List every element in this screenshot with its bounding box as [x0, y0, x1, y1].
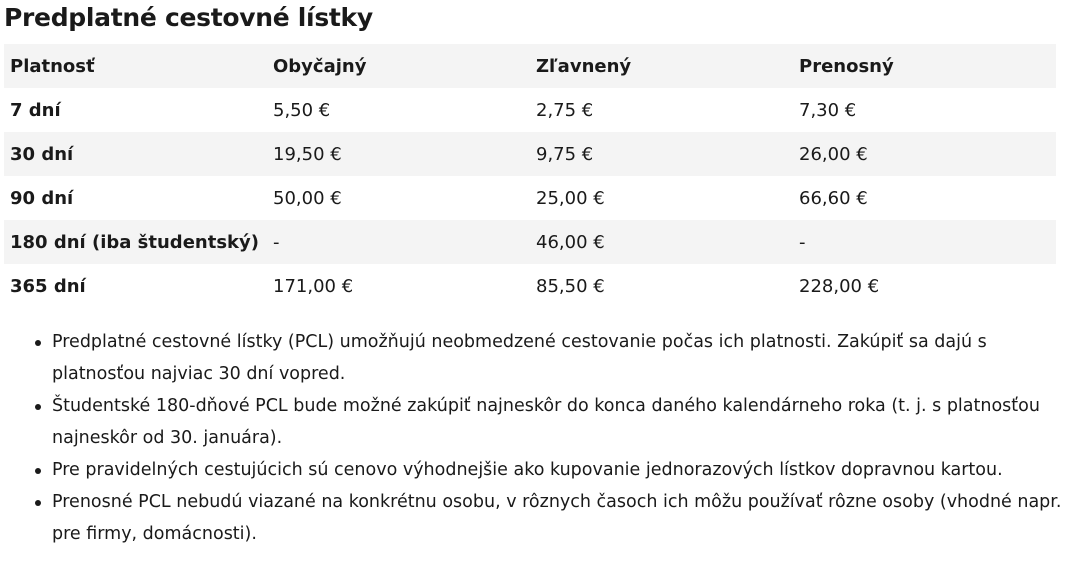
- table-cell: 365 dní: [10, 275, 86, 297]
- table-cell: 7,30 €: [799, 99, 857, 121]
- table-cell: -: [799, 231, 806, 253]
- table-cell: 66,60 €: [799, 187, 868, 209]
- table-row: 180 dní (iba študentský) -46,00 € -: [4, 220, 1056, 264]
- price-table: Platnosť Obyčajný Zľavnený Prenosný 7 dn…: [4, 44, 1056, 308]
- table-cell: 30 dní: [10, 143, 74, 165]
- table-cell: 228,00 €: [799, 275, 880, 297]
- notes-list: Predplatné cestovné lístky (PCL) umožňuj…: [22, 326, 1080, 550]
- table-row: 365 dní 171,00 € 85,50 € 228,00 €: [4, 264, 1056, 308]
- table-cell: 19,50 €: [273, 143, 342, 165]
- table-row: 7 dní 5,50 € 2,75 € 7,30 €: [4, 88, 1056, 132]
- table-cell: 26,00 €: [799, 143, 868, 165]
- header-cell: Zľavnený: [536, 55, 632, 77]
- table-cell: 46,00 €: [536, 231, 605, 253]
- header-cell: Prenosný: [799, 55, 894, 77]
- table-cell: 171,00 €: [273, 275, 354, 297]
- table-cell: 5,50 €: [273, 99, 331, 121]
- table-cell: 90 dní: [10, 187, 74, 209]
- table-cell: -: [273, 231, 280, 253]
- table-cell: 85,50 €: [536, 275, 605, 297]
- list-item: Predplatné cestovné lístky (PCL) umožňuj…: [35, 326, 1080, 390]
- header-cell: Platnosť: [10, 55, 95, 77]
- page-title: Predplatné cestovné lístky: [4, 3, 373, 32]
- table-cell: 2,75 €: [536, 99, 594, 121]
- table-cell: 50,00 €: [273, 187, 342, 209]
- table-cell: 25,00 €: [536, 187, 605, 209]
- list-item: Prenosné PCL nebudú viazané na konkrétnu…: [35, 486, 1080, 550]
- list-item: Študentské 180-dňové PCL bude možné zakú…: [35, 390, 1080, 454]
- table-cell: 9,75 €: [536, 143, 594, 165]
- table-cell: 180 dní (iba študentský): [10, 231, 259, 253]
- header-cell: Obyčajný: [273, 55, 367, 77]
- table-row: 30 dní 19,50 € 9,75 € 26,00 €: [4, 132, 1056, 176]
- table-header-row: Platnosť Obyčajný Zľavnený Prenosný: [4, 44, 1056, 88]
- table-cell: 7 dní: [10, 99, 61, 121]
- table-row: 90 dní 50,00 € 25,00 € 66,60 €: [4, 176, 1056, 220]
- list-item: Pre pravidelných cestujúcich sú cenovo v…: [35, 454, 1080, 486]
